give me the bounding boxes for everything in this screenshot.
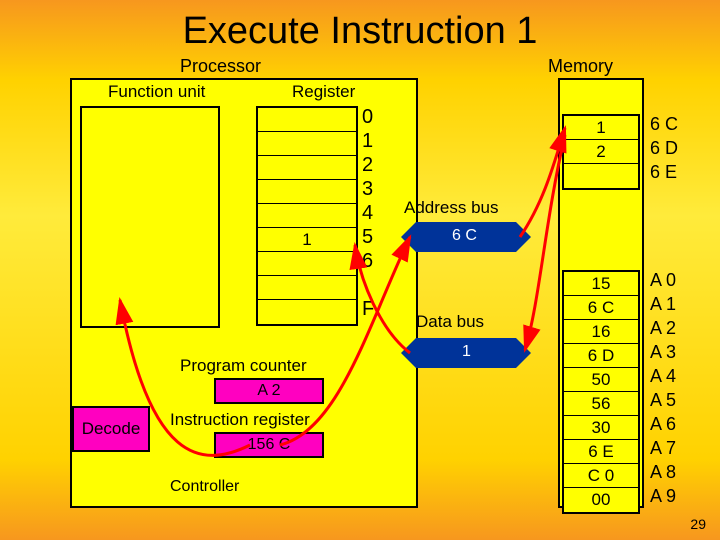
mem-addr: A 4 (650, 366, 676, 387)
mem-row: 15 (564, 272, 638, 296)
processor-label: Processor (180, 56, 261, 77)
decode-box: Decode (72, 406, 150, 452)
mem-addr: 6 D (650, 138, 678, 159)
function-unit-box (80, 106, 220, 328)
reg-index: 1 (362, 130, 373, 153)
register-row (258, 300, 356, 324)
mem-row: 16 (564, 320, 638, 344)
mem-row: C 0 (564, 464, 638, 488)
address-bus-label: Address bus (404, 198, 499, 218)
mem-row: 6 E (564, 440, 638, 464)
address-bus-value: 6 C (452, 227, 477, 245)
reg-index: 6 (362, 250, 373, 273)
reg-index: 3 (362, 178, 373, 201)
mem-row: 6 C (564, 296, 638, 320)
mem-row: 50 (564, 368, 638, 392)
reg-index: 2 (362, 154, 373, 177)
mem-addr: A 6 (650, 414, 676, 435)
ir-box: 156 C (214, 432, 324, 458)
controller-label: Controller (170, 478, 239, 496)
mem-addr: A 9 (650, 486, 676, 507)
data-bus-value: 1 (462, 343, 471, 361)
slide-title: Execute Instruction 1 (0, 10, 720, 53)
mem-row: 2 (564, 140, 638, 164)
pc-label: Program counter (180, 356, 307, 376)
register-row (258, 132, 356, 156)
mem-addr: A 8 (650, 462, 676, 483)
data-bus-label: Data bus (416, 312, 484, 332)
memory-label: Memory (548, 56, 613, 77)
register-row: 1 (258, 228, 356, 252)
mem-row (564, 164, 638, 188)
mem-addr: A 2 (650, 318, 676, 339)
mem-addr: 6 E (650, 162, 677, 183)
register-row (258, 156, 356, 180)
mem-addr: A 1 (650, 294, 676, 315)
register-row (258, 204, 356, 228)
mem-row: 56 (564, 392, 638, 416)
mem-addr: A 3 (650, 342, 676, 363)
reg-index: 4 (362, 202, 373, 225)
pc-box: A 2 (214, 378, 324, 404)
mem-addr: A 7 (650, 438, 676, 459)
memory-block-bottom: 15 6 C 16 6 D 50 56 30 6 E C 0 00 (562, 270, 640, 514)
register-row (258, 252, 356, 276)
register-label: Register (292, 82, 355, 102)
mem-row: 30 (564, 416, 638, 440)
register-row (258, 108, 356, 132)
mem-row: 6 D (564, 344, 638, 368)
ir-label: Instruction register (170, 410, 310, 430)
mem-row: 00 (564, 488, 638, 512)
mem-addr: A 0 (650, 270, 676, 291)
mem-row: 1 (564, 116, 638, 140)
mem-addr: A 5 (650, 390, 676, 411)
mem-addr: 6 C (650, 114, 678, 135)
register-row (258, 180, 356, 204)
reg-index: 0 (362, 106, 373, 129)
register-row (258, 276, 356, 300)
function-unit-label: Function unit (108, 82, 205, 102)
memory-block-top: 1 2 (562, 114, 640, 190)
reg-index: F (362, 298, 374, 321)
register-table: 1 (256, 106, 358, 326)
reg-index: 5 (362, 226, 373, 249)
slide-number: 29 (690, 516, 706, 532)
